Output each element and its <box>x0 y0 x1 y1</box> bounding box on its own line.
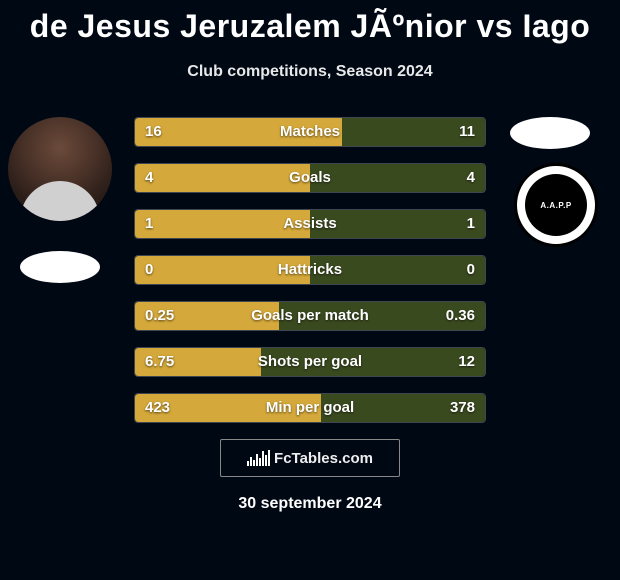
footer-date: 30 september 2024 <box>0 495 620 513</box>
stat-row: 0.250.36Goals per match <box>134 301 486 331</box>
stat-label: Goals per match <box>135 302 485 330</box>
stats-list: 1611Matches 44Goals 11Assists 00Hattricks 0.… <box>134 117 486 423</box>
stat-label: Matches <box>135 118 485 146</box>
stat-row: 1611Matches <box>134 117 486 147</box>
stat-row: 11Assists <box>134 209 486 239</box>
stat-label: Assists <box>135 210 485 238</box>
stat-row: 423378Min per goal <box>134 393 486 423</box>
stat-label: Shots per goal <box>135 348 485 376</box>
club-right-logo-text: A.A.P.P <box>525 174 587 236</box>
stat-row: 44Goals <box>134 163 486 193</box>
club-right-oval <box>510 117 590 149</box>
footer-brand-badge: FcTables.com <box>220 439 400 477</box>
footer-brand-text: FcTables.com <box>274 450 373 467</box>
comparison-panel: A.A.P.P 1611Matches 44Goals 11Assists 00Hat… <box>0 117 620 423</box>
page-title: de Jesus Jeruzalem JÃºnior vs Iago <box>0 0 620 45</box>
stat-label: Goals <box>135 164 485 192</box>
stat-row: 00Hattricks <box>134 255 486 285</box>
club-left-logo <box>20 251 100 283</box>
stat-label: Min per goal <box>135 394 485 422</box>
subtitle: Club competitions, Season 2024 <box>0 63 620 81</box>
player-left-photo <box>8 117 112 221</box>
chart-icon <box>247 450 270 466</box>
stat-row: 6.7512Shots per goal <box>134 347 486 377</box>
club-right-logo: A.A.P.P <box>514 163 598 247</box>
stat-label: Hattricks <box>135 256 485 284</box>
